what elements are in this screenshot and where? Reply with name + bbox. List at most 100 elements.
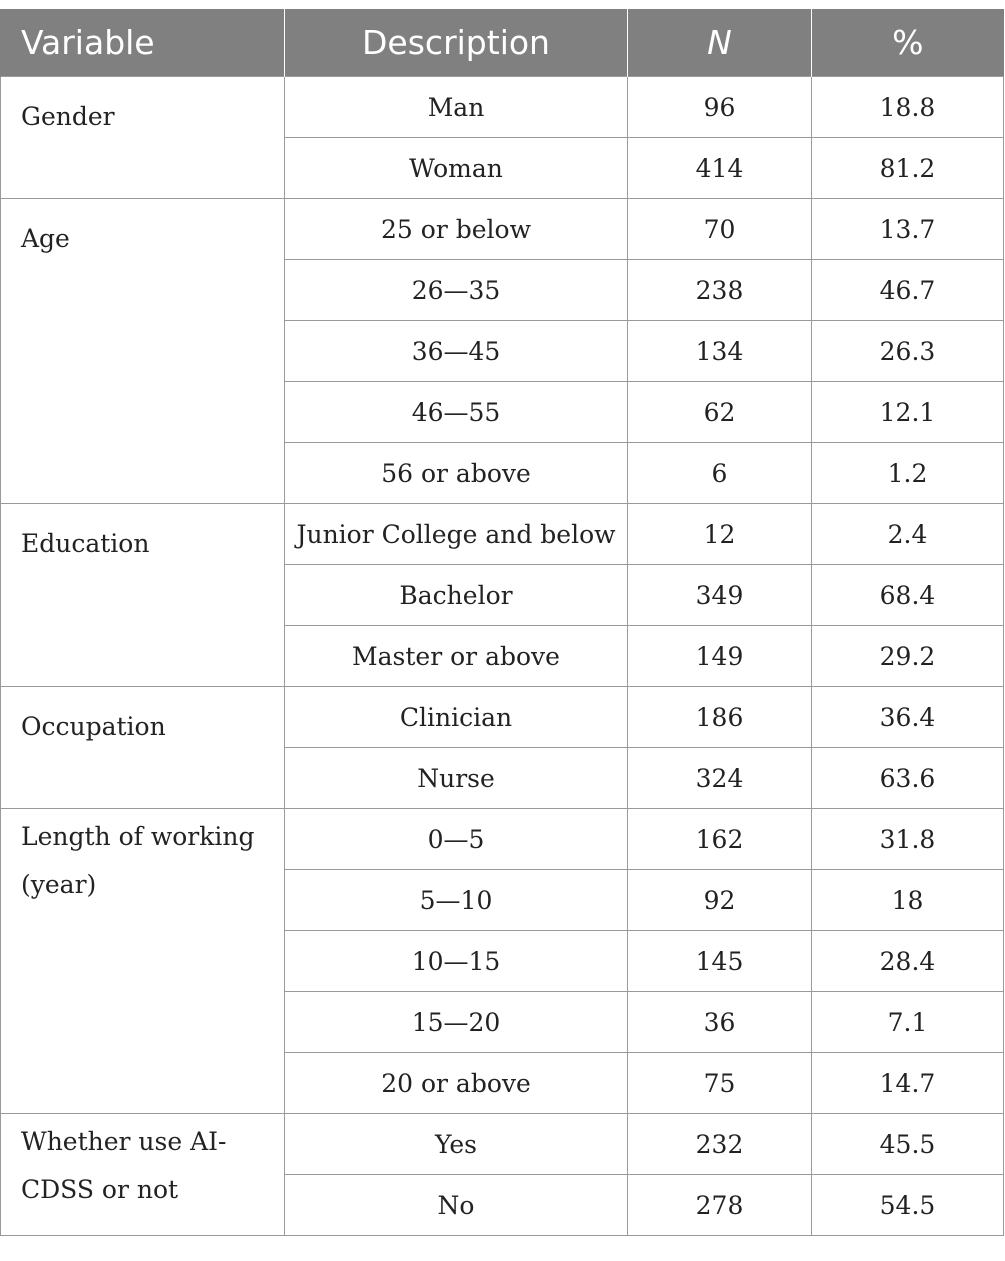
description-cell: 20 or above: [284, 1052, 628, 1114]
table-row: Master or above 149 29.2: [1, 625, 1004, 687]
variable-cell: Occupation: [0, 686, 285, 809]
variable-cell: Length of working (year): [0, 808, 285, 1114]
description-cell: 5—10: [284, 869, 628, 931]
variable-label: Gender: [21, 93, 274, 141]
table-row: Gender Man 96 18.8: [0, 76, 1004, 199]
table-row: No 278 54.5: [1, 1174, 1004, 1236]
n-cell: 414: [627, 137, 812, 199]
variable-cell: Whether use AI- CDSS or not: [0, 1113, 285, 1236]
header-description: Description: [284, 9, 628, 77]
variable-label-line: Age: [21, 224, 70, 253]
description-cell: Clinician: [284, 686, 628, 748]
variable-cell: Gender: [0, 76, 285, 199]
percent-cell: 12.1: [811, 381, 1004, 443]
variable-label: Education: [21, 520, 274, 568]
table-body: Gender Man 96 18.8 Woman 414 81.2 Age 25 or belo…: [0, 76, 1004, 1236]
n-cell: 62: [627, 381, 812, 443]
n-cell: 6: [627, 442, 812, 504]
variable-cell: Age: [0, 198, 285, 504]
table-row: Occupation Clinician 186 36.4: [0, 686, 1004, 809]
table-row: 15—20 36 7.1: [1, 991, 1004, 1053]
table-row: Bachelor 349 68.4: [1, 564, 1004, 626]
percent-cell: 18.8: [811, 76, 1004, 138]
percent-cell: 1.2: [811, 442, 1004, 504]
table-row: Age 25 or below 70 13.7: [0, 198, 1004, 504]
variable-cell: Education: [0, 503, 285, 687]
percent-cell: 46.7: [811, 259, 1004, 321]
header-variable: Variable: [0, 9, 285, 77]
description-cell: 56 or above: [284, 442, 628, 504]
description-cell: Junior College and below: [284, 503, 628, 565]
demographics-table: Variable Description N % Gender Man 96 18.8…: [0, 9, 1004, 1236]
n-cell: 278: [627, 1174, 812, 1236]
variable-label: Whether use AI- CDSS or not: [21, 1118, 274, 1214]
description-cell: 36—45: [284, 320, 628, 382]
percent-cell: 81.2: [811, 137, 1004, 199]
variable-label-line: (year): [21, 870, 97, 899]
n-cell: 12: [627, 503, 812, 565]
description-cell: No: [284, 1174, 628, 1236]
variable-label-line: Education: [21, 529, 150, 558]
table-row: 46—55 62 12.1: [1, 381, 1004, 443]
table-row: Whether use AI- CDSS or not Yes 232 45.5: [0, 1113, 1004, 1236]
table-row: 56 or above 6 1.2: [1, 442, 1004, 504]
description-cell: 0—5: [284, 808, 628, 870]
percent-cell: 18: [811, 869, 1004, 931]
description-cell: 10—15: [284, 930, 628, 992]
description-cell: 25 or below: [284, 198, 628, 260]
n-cell: 92: [627, 869, 812, 931]
description-cell: Bachelor: [284, 564, 628, 626]
description-cell: 15—20: [284, 991, 628, 1053]
n-cell: 324: [627, 747, 812, 809]
percent-cell: 29.2: [811, 625, 1004, 687]
table-row: Woman 414 81.2: [1, 137, 1004, 199]
variable-label-line: Length of working: [21, 822, 255, 851]
percent-cell: 2.4: [811, 503, 1004, 565]
percent-cell: 54.5: [811, 1174, 1004, 1236]
variable-label: Age: [21, 215, 274, 263]
n-cell: 145: [627, 930, 812, 992]
variable-label-line: CDSS or not: [21, 1175, 179, 1204]
variable-label-line: Occupation: [21, 712, 166, 741]
n-cell: 238: [627, 259, 812, 321]
percent-cell: 36.4: [811, 686, 1004, 748]
percent-cell: 7.1: [811, 991, 1004, 1053]
percent-cell: 26.3: [811, 320, 1004, 382]
percent-cell: 68.4: [811, 564, 1004, 626]
percent-cell: 63.6: [811, 747, 1004, 809]
description-cell: Nurse: [284, 747, 628, 809]
n-cell: 134: [627, 320, 812, 382]
n-cell: 186: [627, 686, 812, 748]
description-cell: Woman: [284, 137, 628, 199]
n-cell: 232: [627, 1113, 812, 1175]
header-percent: %: [811, 9, 1004, 77]
n-cell: 149: [627, 625, 812, 687]
n-cell: 96: [627, 76, 812, 138]
header-row: Variable Description N %: [0, 9, 1004, 77]
n-cell: 70: [627, 198, 812, 260]
n-cell: 162: [627, 808, 812, 870]
variable-label: Length of working (year): [21, 813, 274, 909]
table-row: 20 or above 75 14.7: [1, 1052, 1004, 1114]
variable-label-line: Whether use AI-: [21, 1127, 227, 1156]
n-cell: 36: [627, 991, 812, 1053]
description-cell: 46—55: [284, 381, 628, 443]
percent-cell: 45.5: [811, 1113, 1004, 1175]
description-cell: Yes: [284, 1113, 628, 1175]
variable-label: Occupation: [21, 703, 274, 751]
table-row: Nurse 324 63.6: [1, 747, 1004, 809]
percent-cell: 31.8: [811, 808, 1004, 870]
variable-label-line: Gender: [21, 102, 115, 131]
n-cell: 349: [627, 564, 812, 626]
n-cell: 75: [627, 1052, 812, 1114]
description-cell: 26—35: [284, 259, 628, 321]
percent-cell: 14.7: [811, 1052, 1004, 1114]
table-row: Education Junior College and below 12 2.4: [0, 503, 1004, 687]
percent-cell: 28.4: [811, 930, 1004, 992]
table-header: Variable Description N %: [0, 9, 1004, 77]
description-cell: Man: [284, 76, 628, 138]
table-row: Length of working (year) 0—5 162 31.8: [0, 808, 1004, 1114]
header-n: N: [627, 9, 812, 77]
description-cell: Master or above: [284, 625, 628, 687]
percent-cell: 13.7: [811, 198, 1004, 260]
